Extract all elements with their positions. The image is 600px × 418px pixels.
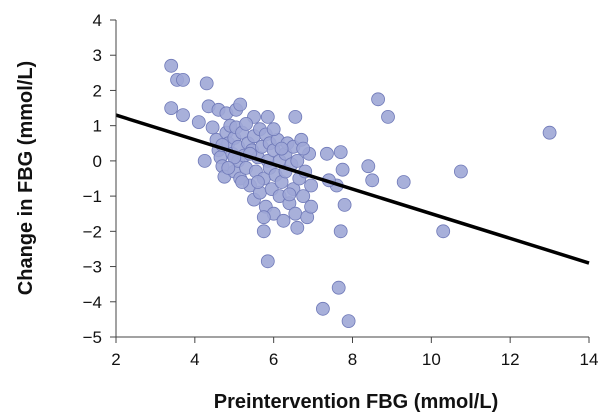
- y-tick-label: −2: [83, 222, 102, 241]
- regression-line-layer: [115, 113, 590, 265]
- x-tick-label: 10: [422, 350, 441, 369]
- data-point: [176, 108, 190, 122]
- y-tick-label: −1: [83, 187, 102, 206]
- regression-line: [115, 113, 590, 265]
- data-point: [341, 314, 356, 329]
- data-point: [335, 162, 350, 177]
- data-point: [296, 189, 311, 204]
- data-point: [315, 301, 330, 316]
- y-axis-title: Change in FBG (mmol/L): [15, 61, 37, 295]
- y-tick-label: 1: [93, 117, 102, 136]
- y-tick-label: 4: [93, 11, 102, 30]
- y-tick-label: 3: [93, 46, 102, 65]
- data-point: [276, 213, 291, 228]
- data-point: [453, 164, 468, 179]
- x-tick-label: 2: [111, 350, 120, 369]
- x-tick-label: 6: [269, 350, 278, 369]
- data-point: [239, 117, 254, 131]
- x-axis-title: Preintervention FBG (mmol/L): [214, 391, 498, 413]
- data-point: [199, 76, 214, 91]
- data-point: [290, 220, 305, 235]
- x-tick-label: 4: [190, 350, 199, 369]
- data-point: [274, 141, 289, 156]
- x-tick-label: 12: [501, 350, 520, 369]
- data-point: [233, 97, 248, 112]
- data-point: [282, 187, 297, 202]
- y-tick-label: 0: [93, 152, 102, 171]
- data-point: [288, 110, 303, 124]
- data-point: [304, 178, 319, 193]
- data-point: [361, 159, 376, 174]
- data-point: [256, 224, 271, 239]
- data-point: [164, 101, 179, 115]
- data-point: [337, 197, 352, 212]
- data-point: [205, 120, 220, 135]
- data-point: [365, 173, 380, 188]
- data-point: [371, 92, 386, 107]
- data-point: [256, 210, 271, 225]
- data-point: [235, 175, 250, 189]
- y-tick-label: −4: [83, 293, 102, 312]
- data-point: [260, 110, 275, 124]
- data-point: [331, 280, 346, 295]
- data-points: [164, 58, 557, 329]
- y-tick-label: −3: [83, 258, 102, 277]
- y-tick-label: 2: [93, 81, 102, 100]
- data-point: [296, 141, 311, 156]
- data-point: [304, 199, 319, 214]
- data-point: [176, 73, 190, 87]
- data-point: [191, 115, 206, 129]
- data-point: [290, 153, 305, 168]
- data-point: [333, 224, 348, 239]
- data-point: [396, 175, 411, 189]
- x-tick-label: 14: [580, 350, 599, 369]
- data-point: [266, 122, 281, 137]
- data-point: [164, 58, 179, 73]
- data-point: [542, 125, 557, 140]
- data-point: [381, 110, 395, 124]
- data-point: [436, 224, 451, 239]
- data-point: [288, 206, 303, 221]
- x-tick-label: 8: [348, 350, 357, 369]
- data-point: [250, 175, 265, 189]
- data-point: [319, 146, 334, 161]
- data-point: [333, 145, 348, 160]
- data-point: [197, 153, 212, 168]
- y-tick-label: −5: [83, 328, 102, 347]
- data-point: [260, 254, 275, 269]
- data-point: [221, 160, 236, 175]
